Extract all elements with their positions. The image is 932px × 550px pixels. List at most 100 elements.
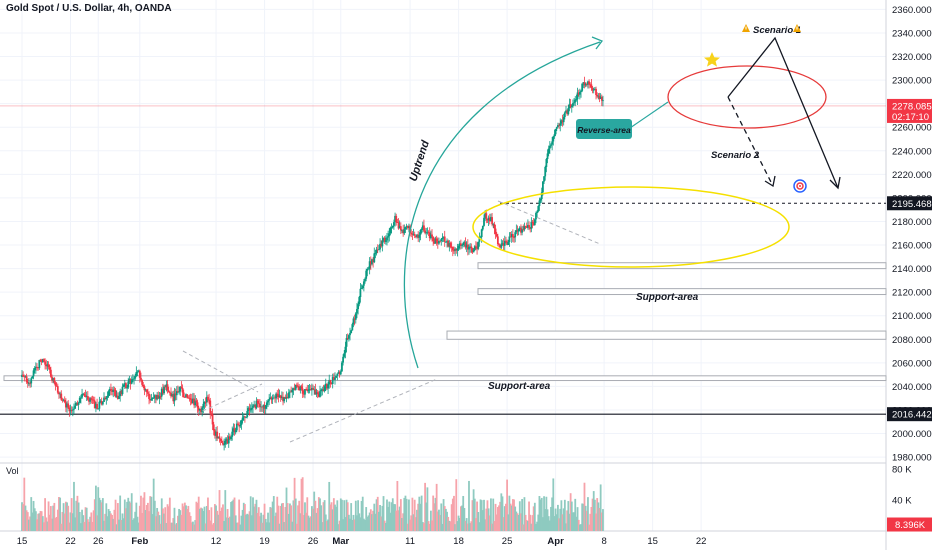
volume-bar — [81, 509, 83, 531]
volume-bar — [501, 496, 504, 531]
volume-bar — [493, 521, 496, 531]
last-price-label-countdown: 02:17:10 — [892, 112, 929, 123]
volume-bar — [284, 507, 287, 531]
volume-bar — [261, 522, 264, 531]
candle-body — [466, 244, 469, 250]
time-axis[interactable]: 15 22 26 Feb 12 19 26 Mar 11 18 25 Apr 8 15 22 — [17, 536, 707, 547]
candle-body — [224, 440, 227, 445]
candle-body — [131, 378, 134, 380]
candle-body — [334, 377, 336, 380]
candle-body — [284, 397, 287, 399]
volume-bar — [83, 521, 86, 531]
candle-body — [365, 270, 368, 279]
candle-body — [553, 134, 556, 137]
candle-body — [570, 106, 573, 108]
candle-body — [375, 249, 378, 254]
reverse-area-callout[interactable]: Reverse-area — [576, 101, 669, 139]
volume-bar — [524, 514, 527, 531]
volume-bar — [152, 478, 155, 531]
volume-bar — [566, 510, 569, 531]
candle-body — [276, 393, 279, 395]
candle-body — [22, 374, 25, 377]
candle-body — [53, 377, 56, 383]
candle-body — [115, 395, 118, 397]
candle-body — [602, 100, 604, 102]
candle-body — [469, 246, 472, 248]
volume-bar — [26, 512, 29, 531]
volume-bar — [356, 515, 358, 531]
candle-body — [223, 444, 226, 446]
candle-body — [74, 405, 77, 409]
volume-bar — [575, 516, 578, 531]
candle-body — [256, 400, 259, 404]
consolidation-line — [497, 200, 601, 245]
volume-bar — [487, 508, 490, 531]
time-tick-label: 18 — [453, 536, 464, 547]
candle-body — [346, 337, 349, 339]
volume-bar — [596, 498, 599, 531]
volume-bar — [219, 511, 222, 531]
volume-bar — [200, 507, 202, 531]
candle-body — [480, 229, 483, 238]
candle-body — [235, 423, 238, 431]
volume-bar — [278, 523, 281, 531]
volume-bar — [528, 501, 530, 531]
candle-body — [290, 391, 293, 393]
candle-body — [513, 237, 515, 239]
price-axis[interactable]: 1980.0002000.0002020.0002040.0002060.000… — [887, 5, 932, 532]
candle-body — [96, 403, 98, 409]
volume-bar — [135, 502, 138, 531]
uptrend-arrow — [403, 41, 601, 369]
target-icon — [793, 179, 807, 193]
candle-body — [508, 236, 511, 242]
volume-bar — [543, 496, 545, 531]
volume-bar — [347, 514, 350, 531]
candle-body — [397, 222, 400, 229]
volume-bar — [92, 510, 95, 531]
volume-bar — [141, 512, 144, 531]
volume-bar — [234, 515, 237, 531]
candle-body — [207, 396, 209, 400]
volume-bar — [165, 522, 168, 531]
candle-body — [61, 399, 64, 401]
candle-body — [198, 408, 201, 411]
candle-body — [282, 396, 284, 402]
candle-body — [101, 401, 104, 405]
volume-bar — [128, 501, 131, 531]
volume-bar — [425, 502, 428, 531]
volume-bar — [366, 516, 369, 531]
volume-bar — [468, 480, 470, 531]
candle-body — [360, 287, 363, 289]
volume-bar — [298, 500, 301, 531]
volume-bar — [171, 522, 174, 531]
volume-bar — [100, 502, 103, 531]
volume-bar — [28, 519, 30, 531]
candle-body — [592, 89, 595, 91]
volume-bar — [269, 507, 272, 531]
volume-bar — [224, 490, 227, 531]
candle-body — [560, 120, 563, 124]
volume-bar — [279, 505, 282, 531]
volume-bar — [177, 515, 179, 531]
candle-body — [163, 386, 165, 394]
volume-bar — [529, 514, 532, 531]
candle-body — [358, 297, 361, 305]
volume-bar — [457, 515, 460, 531]
candle-body — [540, 192, 543, 199]
volume-bar — [373, 503, 376, 531]
volume-bar — [525, 519, 528, 531]
candle-body — [462, 242, 465, 246]
candle-body — [260, 406, 262, 408]
volume-bar — [515, 511, 518, 531]
volume-bar — [222, 504, 224, 531]
volume-bar — [112, 518, 115, 531]
volume-bar — [538, 496, 541, 531]
volume-bar — [39, 510, 42, 531]
volume-bar — [253, 506, 256, 531]
candle-body — [326, 383, 328, 389]
candle-body — [160, 388, 163, 397]
volume-bar — [235, 522, 238, 531]
candle-body — [244, 416, 246, 418]
volume-bar — [532, 506, 535, 531]
